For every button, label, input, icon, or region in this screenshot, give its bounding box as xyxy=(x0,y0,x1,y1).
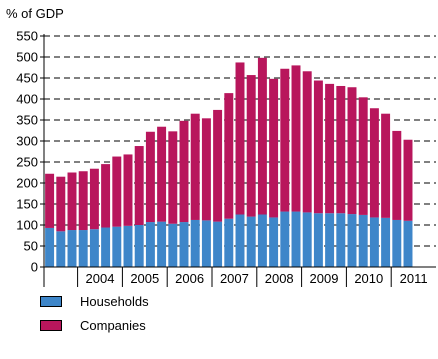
households-bar xyxy=(56,231,66,267)
x-tick-label: 2009 xyxy=(310,271,339,286)
households-bar xyxy=(403,220,413,267)
y-tick-label: 200 xyxy=(16,176,38,191)
households-bar xyxy=(134,225,144,267)
legend-item-companies: Companies xyxy=(40,313,149,337)
x-tick-label: 2007 xyxy=(220,271,249,286)
x-tick-label: 2006 xyxy=(175,271,204,286)
axes xyxy=(43,34,436,268)
companies-bar xyxy=(291,65,301,212)
y-axis: 0 50 100 150 200 250 300 350 400 450 500 550 xyxy=(16,29,44,275)
x-tick-label: 2004 xyxy=(86,271,115,286)
companies-bar xyxy=(78,171,88,231)
households-bar xyxy=(168,223,178,267)
households-bar xyxy=(45,227,55,267)
companies-bar xyxy=(347,87,357,215)
households-bar xyxy=(201,220,211,267)
y-tick-label: 550 xyxy=(16,29,38,44)
households-bar xyxy=(190,219,200,267)
y-tick-label: 400 xyxy=(16,92,38,107)
companies-bar xyxy=(369,108,379,218)
companies-swatch xyxy=(40,319,62,331)
companies-bar xyxy=(246,75,256,217)
households-bar xyxy=(280,211,290,267)
households-bar xyxy=(392,219,402,267)
y-tick-label: 50 xyxy=(24,239,38,254)
households-bar xyxy=(381,217,391,267)
y-tick-label: 0 xyxy=(31,260,38,275)
y-tick-label: 100 xyxy=(16,218,38,233)
companies-bar xyxy=(56,176,66,232)
households-bar xyxy=(224,218,234,267)
y-tick-label: 150 xyxy=(16,197,38,212)
y-tick-label: 350 xyxy=(16,113,38,128)
stacked-bar-chart: % of GDP 0 50 100 150 200 250 300 350 400 450 500 5… xyxy=(6,6,436,287)
companies-bar xyxy=(123,154,133,226)
households-bar xyxy=(235,214,245,267)
companies-bar xyxy=(168,131,178,224)
legend-label-companies: Companies xyxy=(80,317,146,333)
companies-bar xyxy=(224,93,234,219)
companies-bar xyxy=(280,68,290,212)
companies-bar xyxy=(403,139,413,221)
households-bar xyxy=(336,213,346,267)
companies-bar xyxy=(269,78,279,218)
households-bar xyxy=(89,229,99,267)
y-tick-label: 450 xyxy=(16,71,38,86)
households-bar xyxy=(257,214,267,267)
companies-bar xyxy=(179,120,189,223)
x-tick-label: 2011 xyxy=(400,271,428,286)
households-bar xyxy=(123,225,133,267)
x-tick-label: 2005 xyxy=(130,271,159,286)
legend: Households Companies xyxy=(40,289,149,337)
companies-bar xyxy=(112,156,122,227)
companies-bar xyxy=(101,164,111,228)
companies-bar xyxy=(235,62,245,215)
x-tick-label: 2008 xyxy=(265,271,294,286)
households-bar xyxy=(78,230,88,267)
households-bar xyxy=(112,226,122,267)
companies-bar xyxy=(381,113,391,218)
companies-bar xyxy=(157,126,167,222)
households-bar xyxy=(157,221,167,267)
companies-bar xyxy=(145,131,155,223)
bars xyxy=(45,57,413,267)
companies-bar xyxy=(89,168,99,230)
companies-bar xyxy=(302,71,312,213)
companies-bar xyxy=(45,173,55,228)
households-bar xyxy=(101,227,111,267)
companies-bar xyxy=(325,83,335,214)
households-bar xyxy=(313,213,323,267)
legend-label-households: Households xyxy=(80,293,149,309)
companies-bar xyxy=(358,97,368,215)
y-tick-label: 300 xyxy=(16,134,38,149)
households-bar xyxy=(213,221,223,267)
households-bar xyxy=(145,222,155,267)
x-axis: 2004 2005 2006 2007 2008 2009 2010 2011 xyxy=(43,267,428,287)
companies-bar xyxy=(313,80,323,214)
companies-bar xyxy=(67,172,77,231)
x-tick-label: 2010 xyxy=(354,271,383,286)
companies-bar xyxy=(213,109,223,222)
households-bar xyxy=(179,222,189,267)
households-bar xyxy=(246,216,256,267)
y-tick-label: 250 xyxy=(16,155,38,170)
companies-bar xyxy=(392,130,402,220)
households-bar xyxy=(67,230,77,267)
households-swatch xyxy=(40,295,62,307)
y-tick-label: 500 xyxy=(16,50,38,65)
households-bar xyxy=(291,211,301,267)
households-bar xyxy=(369,217,379,267)
households-bar xyxy=(302,212,312,267)
households-bar xyxy=(269,217,279,267)
households-bar xyxy=(347,214,357,267)
companies-bar xyxy=(134,146,144,225)
households-bar xyxy=(325,213,335,267)
y-unit-label: % of GDP xyxy=(6,6,64,21)
companies-bar xyxy=(190,113,200,220)
households-bar xyxy=(358,214,368,267)
companies-bar xyxy=(201,118,211,221)
companies-bar xyxy=(336,85,346,214)
companies-bar xyxy=(257,57,267,215)
legend-item-households: Households xyxy=(40,289,149,313)
